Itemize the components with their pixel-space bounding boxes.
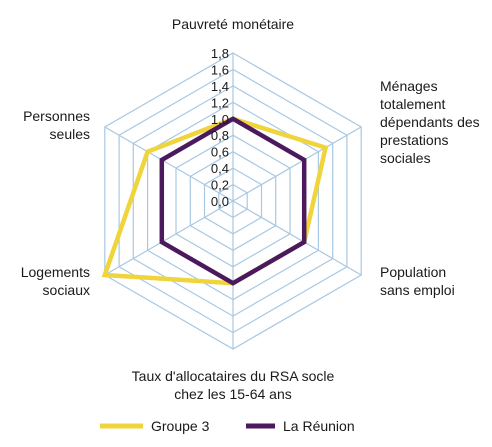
axis-label-line: sociales xyxy=(380,150,431,166)
series-line xyxy=(159,116,307,286)
tick-label: 1,0 xyxy=(211,112,229,127)
axis-label-line: dépendants des xyxy=(380,114,480,130)
axis-label-line: sans emploi xyxy=(380,282,455,298)
axis-label-line: Pauvreté monétaire xyxy=(172,16,294,32)
tick-label: 0,6 xyxy=(211,145,229,160)
axis-label-line: prestations xyxy=(380,132,448,148)
tick-label: 0,0 xyxy=(211,194,229,209)
grid-spoke xyxy=(104,200,234,276)
axis-label-line: Population xyxy=(380,264,446,280)
axis-label-line: Personnes xyxy=(23,108,90,124)
axis-label: Population sans emploi xyxy=(380,264,455,298)
tick-label: 1,2 xyxy=(211,95,229,110)
tick-label: 0,2 xyxy=(211,178,229,193)
axis-label: Personnes seules xyxy=(23,108,90,142)
radial-tick-labels: 0,00,2 0,40,6 0,81,0 1,21,4 1,61,8 xyxy=(211,46,229,209)
radar-grid xyxy=(104,52,362,350)
axis-label-line: seules xyxy=(50,126,90,142)
tick-label: 0,8 xyxy=(211,128,229,143)
legend-label: La Réunion xyxy=(283,418,355,434)
axis-label-line: chez les 15-64 ans xyxy=(174,386,292,402)
tick-label: 1,8 xyxy=(211,46,229,61)
tick-label: 1,4 xyxy=(211,79,229,94)
radar-series xyxy=(101,116,329,286)
axis-label: Ménages totalement dépendants des prestatio… xyxy=(380,78,480,166)
grid-spoke xyxy=(232,126,362,202)
axis-label: Logements sociaux xyxy=(21,264,90,298)
axis-label-line: Logements xyxy=(21,264,90,280)
tick-label: 1,6 xyxy=(211,62,229,77)
legend: Groupe 3 La Réunion xyxy=(100,418,355,434)
axis-label-line: sociaux xyxy=(43,282,90,298)
grid-spoke xyxy=(104,126,234,202)
axis-label-line: totalement xyxy=(380,96,445,112)
grid-spoke xyxy=(232,200,362,276)
tick-label: 0,4 xyxy=(211,161,229,176)
axis-label-line: Ménages xyxy=(380,78,438,94)
axis-labels: Pauvreté monétaire Ménages totalement dépen… xyxy=(21,16,480,402)
axis-label: Pauvreté monétaire xyxy=(172,16,294,32)
axis-label-line: Taux d'allocataires du RSA socle xyxy=(132,368,335,384)
axis-label: Taux d'allocataires du RSA socle chez les… xyxy=(132,368,335,402)
legend-label: Groupe 3 xyxy=(151,418,210,434)
